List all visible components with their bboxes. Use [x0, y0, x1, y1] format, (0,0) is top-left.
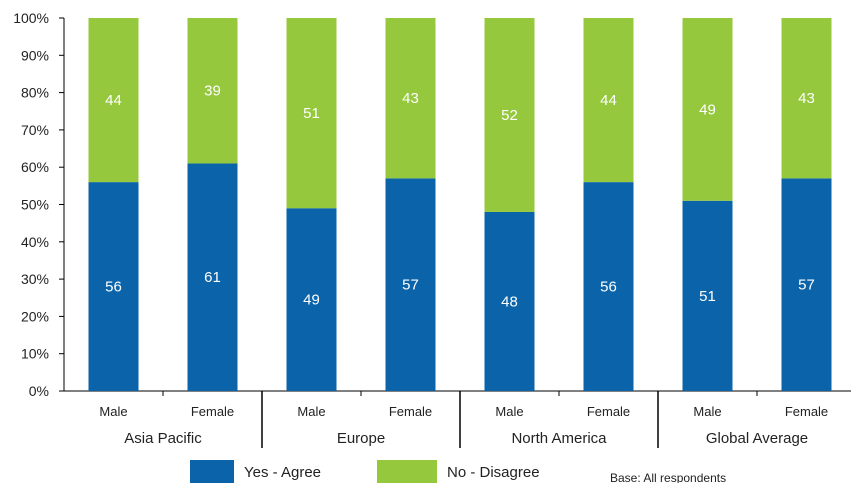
x-category-label: Male — [693, 404, 721, 419]
bar-value-label: 49 — [699, 101, 716, 118]
x-category-label: Female — [389, 404, 432, 419]
x-group-label: Global Average — [706, 430, 808, 447]
bar-segment-yes — [583, 182, 634, 391]
x-category-label: Male — [495, 404, 523, 419]
y-tick-label: 70% — [21, 122, 49, 138]
bar-value-label: 57 — [402, 277, 419, 294]
y-tick-label: 60% — [21, 159, 49, 175]
x-category-label: Female — [587, 404, 630, 419]
bar-segment-no — [583, 18, 634, 183]
y-tick-label: 100% — [13, 10, 49, 26]
bar-value-label: 51 — [699, 288, 716, 305]
bar-value-label: 48 — [501, 293, 518, 310]
y-tick-label: 30% — [21, 271, 49, 287]
x-category-label: Male — [297, 404, 325, 419]
x-category-label: Male — [99, 404, 127, 419]
y-tick-label: 0% — [29, 383, 49, 399]
bar-segment-yes — [682, 200, 733, 391]
bar-value-label: 51 — [303, 105, 320, 122]
bar-segment-no — [781, 18, 832, 179]
bar-value-label: 61 — [204, 269, 221, 286]
bar-segment-no — [682, 18, 733, 201]
y-tick-label: 80% — [21, 85, 49, 101]
legend-swatch-yes — [190, 460, 234, 483]
legend-label-yes: Yes - Agree — [244, 464, 321, 481]
bar-segment-yes — [385, 178, 436, 391]
bar-segment-no — [88, 18, 139, 183]
bar-value-label: 44 — [105, 92, 122, 109]
bar-segment-no — [187, 18, 238, 164]
bar-segment-yes — [88, 182, 139, 391]
bar-value-label: 57 — [798, 277, 815, 294]
x-group-label: North America — [511, 430, 607, 447]
bar-segment-no — [484, 18, 535, 212]
bar-segment-yes — [781, 178, 832, 391]
bar-segment-no — [286, 18, 337, 209]
base-note: Base: All respondents — [610, 471, 726, 483]
bar-value-label: 39 — [204, 83, 221, 100]
bar-value-label: 44 — [600, 92, 617, 109]
bar-value-label: 49 — [303, 292, 320, 309]
legend-label-no: No - Disagree — [447, 464, 540, 481]
x-group-label: Europe — [337, 430, 385, 447]
legend-swatch-no — [377, 460, 437, 483]
x-category-label: Female — [191, 404, 234, 419]
bar-segment-no — [385, 18, 436, 179]
bar-value-label: 56 — [105, 279, 122, 296]
x-category-label: Female — [785, 404, 828, 419]
bar-segment-yes — [187, 163, 238, 391]
bar-segment-yes — [484, 211, 535, 391]
y-tick-label: 40% — [21, 234, 49, 250]
bar-segment-yes — [286, 208, 337, 391]
bar-value-label: 52 — [501, 107, 518, 124]
bar-value-label: 43 — [798, 90, 815, 107]
y-tick-label: 90% — [21, 47, 49, 63]
x-group-label: Asia Pacific — [124, 430, 202, 447]
bar-value-label: 43 — [402, 90, 419, 107]
y-tick-label: 10% — [21, 346, 49, 362]
bar-value-label: 56 — [600, 279, 617, 296]
y-tick-label: 50% — [21, 197, 49, 213]
y-tick-label: 20% — [21, 308, 49, 324]
